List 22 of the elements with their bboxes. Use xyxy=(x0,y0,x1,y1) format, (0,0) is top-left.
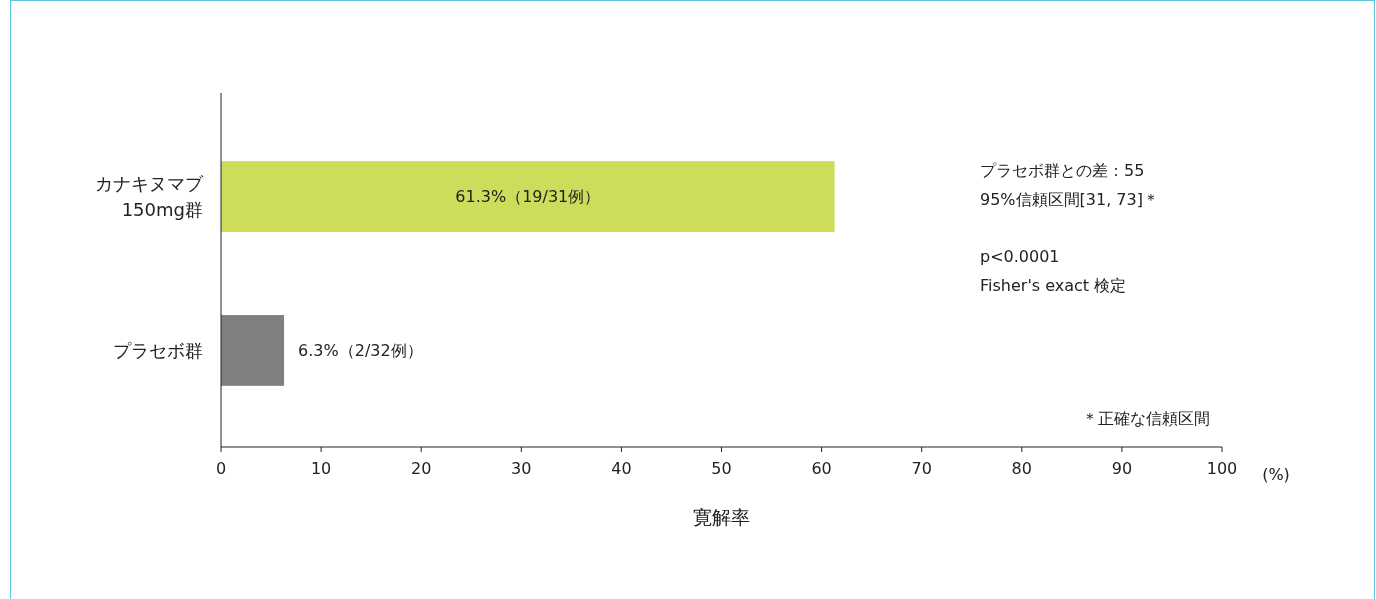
text: (%) xyxy=(1262,465,1290,484)
x-tick-label: 80 xyxy=(1011,459,1032,478)
x-tick-label: 40 xyxy=(611,459,632,478)
data-label: 6.3%（2/32例） xyxy=(298,341,423,361)
annotation: プラセボ群との差：55 xyxy=(980,161,1145,180)
annotation: 95%信頼区間[31, 73]＊ xyxy=(980,190,1159,209)
y-tick-label: プラセボ群 xyxy=(113,339,203,361)
annotation: ＊正確な信頼区間 xyxy=(1082,409,1210,428)
x-tick-label: 70 xyxy=(911,459,932,478)
x-tick-label: 30 xyxy=(511,459,532,478)
x-tick-label: 100 xyxy=(1206,459,1238,478)
x-tick-label: 20 xyxy=(411,459,432,478)
annotation: Fisher's exact 検定 xyxy=(980,276,1127,295)
x-tick-label: 50 xyxy=(711,459,732,478)
annotation: p<0.0001 xyxy=(980,247,1060,266)
x-tick-label: 10 xyxy=(310,459,332,478)
x-tick-label: 90 xyxy=(1111,459,1133,478)
x-tick-label: 0 xyxy=(215,459,227,478)
x-tick-label: 60 xyxy=(811,459,832,478)
x-axis-title: 寛解率 xyxy=(693,506,750,528)
data-label: 61.3%（19/31例） xyxy=(455,187,601,207)
y-tick-label: カナキヌマブ 150mg群 xyxy=(95,172,204,220)
